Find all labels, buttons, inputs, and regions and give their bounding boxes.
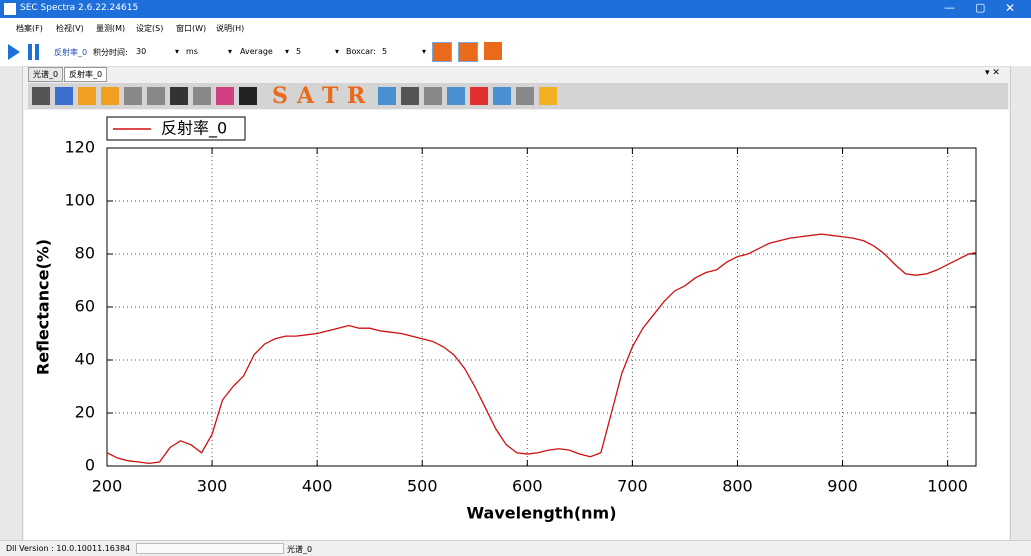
toggle-l[interactable] — [458, 42, 478, 62]
left-dock — [0, 66, 23, 540]
x-tick-label: 300 — [197, 477, 228, 496]
tool-icon[interactable] — [216, 87, 234, 105]
window-title: SEC Spectra 2.6.22.24615 — [20, 3, 139, 13]
boxcar-value[interactable]: 5 — [382, 47, 388, 56]
menu-item[interactable]: 量测(M) — [96, 24, 126, 33]
tool-icon[interactable] — [424, 87, 442, 105]
data-line — [106, 233, 977, 465]
menu-item[interactable]: 窗口(W) — [176, 24, 207, 33]
x-tick-label: 600 — [512, 477, 543, 496]
progress-bar — [136, 543, 284, 554]
x-tick-label: 500 — [407, 477, 438, 496]
y-tick-label: 0 — [85, 456, 95, 475]
tool-icon[interactable] — [55, 87, 73, 105]
integration-label: 积分时间: — [93, 48, 128, 57]
y-tick-label: 40 — [75, 350, 95, 369]
menu-item[interactable]: 档案(F) — [16, 24, 43, 33]
toggle-e[interactable] — [432, 42, 452, 62]
tool-letter[interactable]: T — [322, 83, 339, 109]
tool-icon[interactable] — [78, 87, 96, 105]
tool-icon[interactable] — [239, 87, 257, 105]
title-bar: SEC Spectra 2.6.22.24615 — ▢ ✕ — [0, 0, 1031, 18]
toggle-i[interactable] — [484, 42, 502, 60]
right-dock — [1010, 66, 1031, 540]
x-tick-label: 800 — [722, 477, 753, 496]
chart: 0 20 40 60 80 100 120 200 300 400 500 600 700 800 900 1… — [24, 110, 1009, 540]
dropdown-arrow[interactable]: ▾ — [175, 47, 180, 56]
tool-icon[interactable] — [170, 87, 188, 105]
tool-icon[interactable] — [470, 87, 488, 105]
menu-item[interactable]: 设定(S) — [136, 24, 164, 33]
tool-icon[interactable] — [539, 87, 557, 105]
dropdown-arrow[interactable]: ▾ — [285, 47, 290, 56]
dll-version: Dll Version : 10.0.10011.16384 — [6, 544, 131, 553]
tool-icon[interactable] — [447, 87, 465, 105]
toolbar: 反射率_0 积分时间: 30 ▾ ms ▾ Average ▾ 5 ▾ Boxc… — [0, 38, 1031, 67]
dropdown-arrow[interactable]: ▾ — [422, 47, 427, 56]
mode-label[interactable]: 反射率_0 — [54, 48, 88, 57]
minimize-button[interactable]: — — [944, 1, 955, 14]
tool-icon[interactable] — [193, 87, 211, 105]
plot-frame — [106, 147, 977, 467]
tool-icon[interactable] — [147, 87, 165, 105]
y-axis-label: Reflectance(%) — [34, 239, 53, 375]
y-tick-label: 100 — [64, 191, 95, 210]
tool-icon[interactable] — [401, 87, 419, 105]
status-bar: Dll Version : 10.0.10011.16384 光谱_0 — [0, 540, 1031, 556]
average-value[interactable]: 5 — [296, 47, 302, 56]
chart-background — [24, 110, 1009, 540]
tool-icon[interactable] — [493, 87, 511, 105]
tool-icon[interactable] — [378, 87, 396, 105]
status-spectrum: 光谱_0 — [287, 545, 313, 554]
tool-icon[interactable] — [101, 87, 119, 105]
tab[interactable]: 反射率_0 — [64, 67, 108, 82]
y-tick-label: 80 — [75, 244, 95, 263]
tool-icon[interactable] — [32, 87, 50, 105]
x-tick-label: 700 — [617, 477, 648, 496]
play-button[interactable] — [8, 44, 20, 60]
x-tick-label: 400 — [302, 477, 333, 496]
menu-bar: 档案(F) 检视(V) 量测(M) 设定(S) 窗口(W) 说明(H) — [0, 18, 1031, 38]
average-label[interactable]: Average — [240, 47, 273, 56]
tool-icon[interactable] — [516, 87, 534, 105]
y-tick-label: 120 — [64, 138, 95, 157]
tool-letter[interactable]: A — [297, 83, 315, 109]
y-tick-label: 60 — [75, 297, 95, 316]
menu-item[interactable]: 检视(V) — [56, 24, 84, 33]
integration-unit[interactable]: ms — [186, 47, 198, 56]
app-icon — [4, 3, 16, 15]
close-button[interactable]: ✕ — [1005, 1, 1016, 15]
dropdown-arrow[interactable]: ▾ — [335, 47, 340, 56]
x-tick-label: 1000 — [927, 477, 968, 496]
pause-button[interactable] — [28, 44, 32, 60]
y-tick-label: 20 — [75, 403, 95, 422]
dropdown-arrow[interactable]: ▾ — [228, 47, 233, 56]
x-axis-label: Wavelength(nm) — [466, 504, 616, 523]
menu-item[interactable]: 说明(H) — [216, 24, 245, 33]
tab-controls[interactable]: ▾ ✕ — [985, 68, 1000, 78]
tool-letter[interactable]: S — [272, 83, 288, 109]
legend-label: 反射率_0 — [161, 119, 227, 139]
tab[interactable]: 光谱_0 — [28, 67, 64, 82]
x-tick-label: 900 — [827, 477, 858, 496]
boxcar-label: Boxcar: — [346, 47, 376, 56]
x-tick-label: 200 — [92, 477, 123, 496]
tool-letter[interactable]: R — [347, 83, 366, 109]
legend-box — [106, 116, 246, 141]
tool-icon[interactable] — [124, 87, 142, 105]
integration-value[interactable]: 30 — [136, 47, 147, 56]
maximize-button[interactable]: ▢ — [975, 1, 986, 14]
